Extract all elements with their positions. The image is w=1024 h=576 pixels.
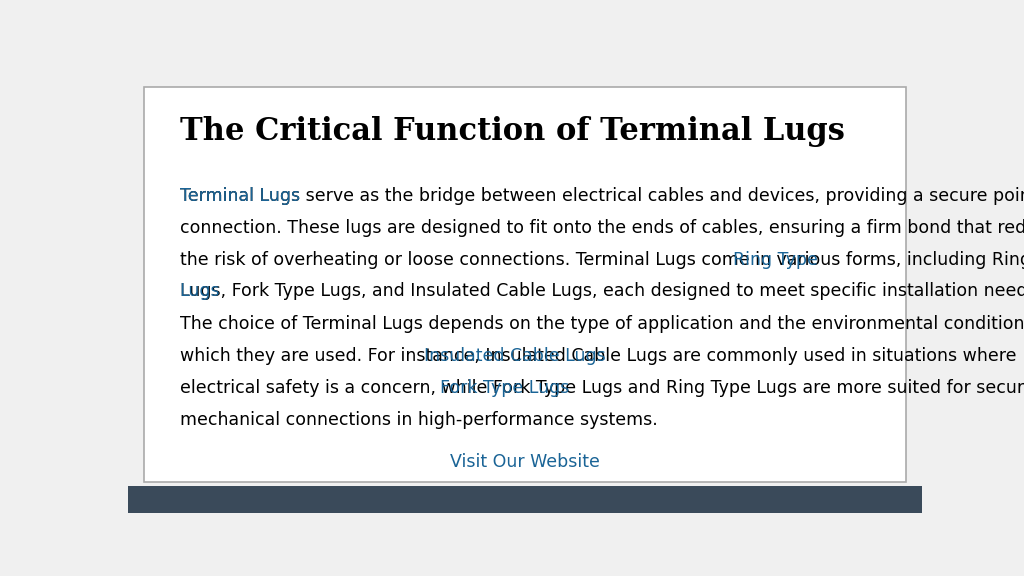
- Text: which they are used. For instance, Insulated Cable Lugs are commonly used in sit: which they are used. For instance, Insul…: [179, 347, 1016, 365]
- Text: mechanical connections in high-performance systems.: mechanical connections in high-performan…: [179, 411, 657, 429]
- Text: Lugs, Fork Type Lugs, and Insulated Cable Lugs, each designed to meet specific i: Lugs, Fork Type Lugs, and Insulated Cabl…: [179, 282, 1024, 301]
- Text: Fork Type Lugs: Fork Type Lugs: [440, 379, 569, 397]
- Text: Terminal Lugs serve as the bridge between electrical cables and devices, providi: Terminal Lugs serve as the bridge betwee…: [179, 187, 1024, 204]
- Text: Terminal Lugs: Terminal Lugs: [179, 187, 300, 204]
- Text: electrical safety is a concern, while Fork Type Lugs and Ring Type Lugs are more: electrical safety is a concern, while Fo…: [179, 379, 1024, 397]
- Text: connection. These lugs are designed to fit onto the ends of cables, ensuring a f: connection. These lugs are designed to f…: [179, 218, 1024, 237]
- Text: The Critical Function of Terminal Lugs: The Critical Function of Terminal Lugs: [179, 116, 845, 147]
- Text: Visit Our Website: Visit Our Website: [450, 453, 600, 471]
- Text: Ring Type: Ring Type: [733, 251, 817, 268]
- Bar: [128, 486, 922, 513]
- FancyBboxPatch shape: [143, 87, 905, 482]
- Text: The choice of Terminal Lugs depends on the type of application and the environme: The choice of Terminal Lugs depends on t…: [179, 315, 1024, 334]
- Text: the risk of overheating or loose connections. Terminal Lugs come in various form: the risk of overheating or loose connect…: [179, 251, 1024, 268]
- Text: Insulated Cable Lugs: Insulated Cable Lugs: [424, 347, 606, 365]
- Text: Lugs: Lugs: [179, 282, 220, 301]
